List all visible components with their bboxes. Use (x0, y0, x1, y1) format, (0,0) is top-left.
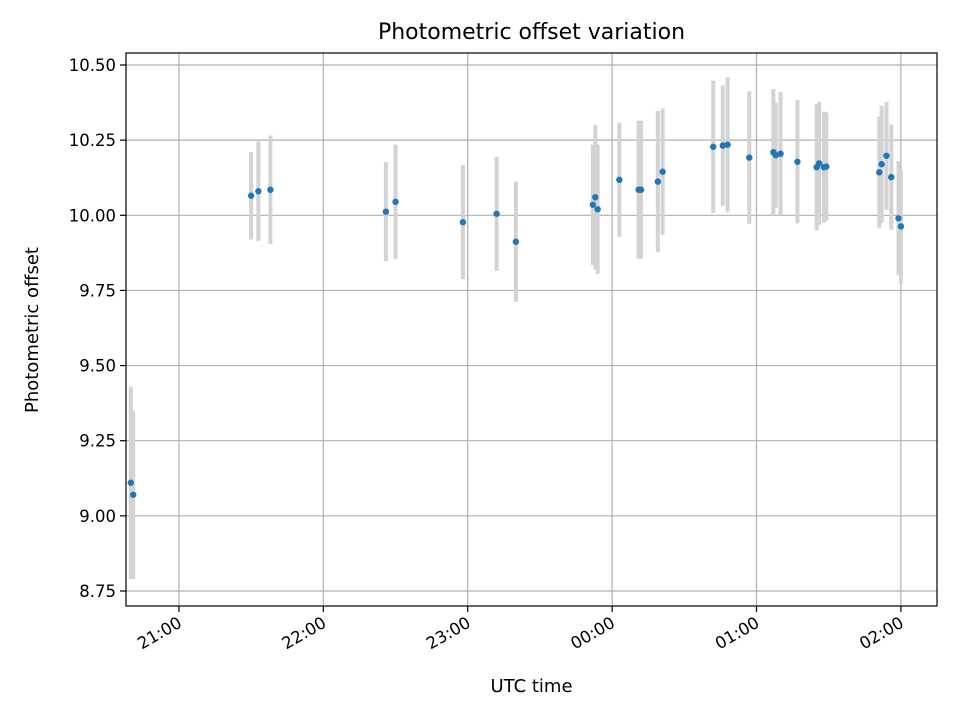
y-tick-label: 10.50 (69, 56, 116, 75)
y-tick-label: 9.25 (79, 432, 116, 451)
data-points (127, 141, 905, 498)
data-point (895, 215, 902, 222)
y-axis-label: Photometric offset (22, 247, 43, 413)
data-point (772, 151, 779, 159)
plot-frame (125, 52, 938, 607)
y-tick-label: 9.50 (79, 357, 116, 376)
data-point (127, 479, 135, 486)
grid (126, 53, 937, 606)
y-tick-label: 10.00 (69, 206, 116, 225)
data-point (594, 206, 601, 213)
data-point (746, 154, 753, 161)
data-point (815, 160, 823, 167)
data-point (382, 208, 390, 215)
x-axis-label: UTC time (490, 676, 572, 697)
data-point (883, 152, 890, 159)
data-point (823, 163, 830, 170)
data-point (659, 168, 666, 175)
y-tick-label: 9.00 (79, 507, 116, 526)
data-point (654, 178, 662, 185)
data-point (888, 173, 895, 181)
y-tick-label: 8.75 (79, 582, 116, 601)
data-point (794, 158, 801, 165)
data-point (512, 238, 520, 245)
data-point (592, 194, 599, 201)
data-point (724, 141, 731, 148)
data-point (876, 169, 883, 176)
y-tick-label: 10.25 (69, 131, 116, 150)
data-point (130, 491, 137, 498)
y-tick-label: 9.75 (79, 281, 116, 300)
data-point (709, 143, 717, 150)
data-point (589, 201, 597, 208)
data-point (897, 223, 905, 230)
data-point (493, 210, 500, 217)
data-point (255, 188, 262, 195)
data-point (637, 186, 645, 193)
chart-title: Photometric offset variation (378, 20, 685, 45)
data-point (267, 186, 274, 193)
data-point (616, 176, 623, 184)
data-point (459, 219, 467, 226)
data-point (719, 142, 727, 149)
data-point (777, 150, 784, 157)
data-point (247, 192, 255, 199)
data-point (878, 161, 885, 168)
data-point (392, 198, 399, 205)
